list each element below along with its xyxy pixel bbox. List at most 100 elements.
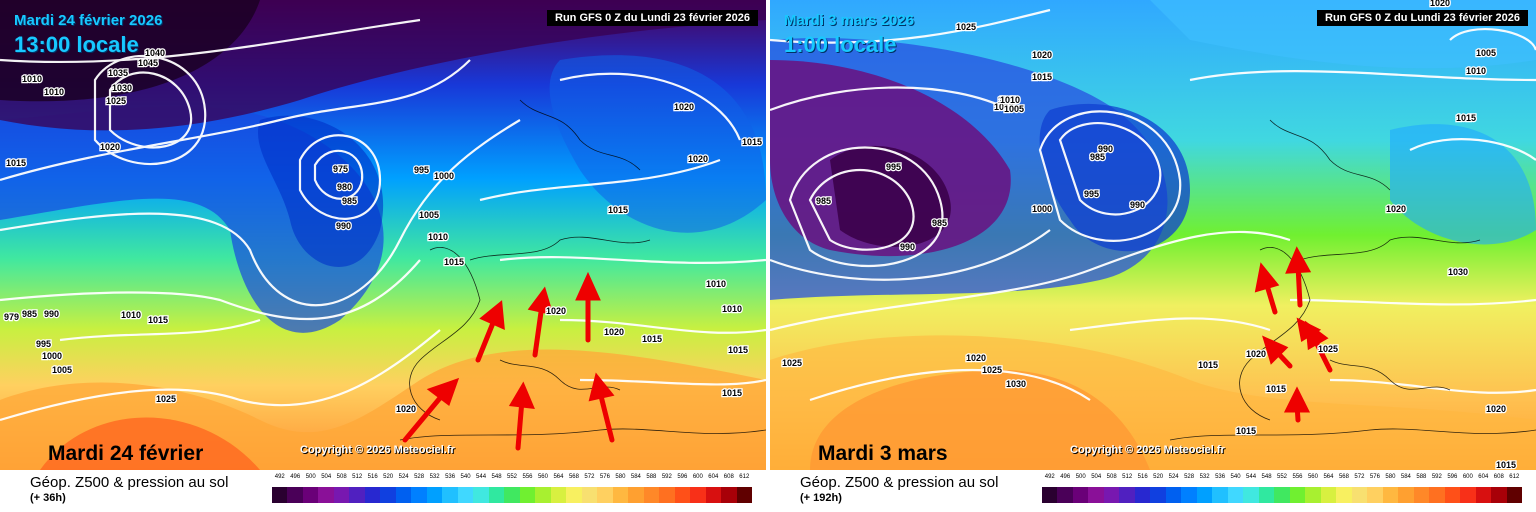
isobar-label: 990	[44, 309, 59, 319]
scale-swatch	[442, 487, 458, 503]
isobar-label: 1030	[112, 83, 132, 93]
scale-swatch	[457, 487, 474, 503]
scale-tick-label: 512	[1122, 474, 1133, 480]
isobar-label: 1020	[1430, 0, 1450, 8]
isobar-label: 1020	[1386, 204, 1406, 214]
valid-time: 1:00 locale	[784, 32, 897, 57]
scale-swatch	[1444, 487, 1461, 503]
scale-tick-label: 540	[1230, 474, 1241, 480]
isobar-label: 1000	[42, 351, 62, 361]
scale-swatch	[597, 487, 613, 503]
scale-tick-label: 588	[646, 474, 657, 480]
scale-swatch	[1475, 487, 1492, 503]
scale-swatch	[612, 487, 629, 503]
scale-tick-label: 596	[1447, 474, 1458, 480]
scale-swatch	[1243, 487, 1259, 503]
scale-tick-label: 572	[584, 474, 595, 480]
scale-tick-label: 580	[615, 474, 626, 480]
scale-swatch	[318, 487, 334, 503]
scale-swatch	[488, 487, 505, 503]
scale-swatch	[690, 487, 706, 503]
isobar-label: 995	[414, 165, 429, 175]
isobar-label: 1010	[1466, 66, 1486, 76]
scale-tick-label: 612	[739, 474, 750, 480]
isobar-label: 1005	[52, 365, 72, 375]
copyright-notice: Copyright © 2026 Meteociel.fr	[300, 444, 455, 456]
scale-tick-label: 532	[1199, 474, 1210, 480]
scale-tick-label: 584	[630, 474, 641, 480]
scale-tick-label: 560	[537, 474, 548, 480]
isobar-label: 975	[333, 164, 348, 174]
isobar-label: 985	[816, 196, 831, 206]
scale-tick-label: 508	[336, 474, 347, 480]
scale-tick-label: 592	[661, 474, 672, 480]
scale-tick-label: 592	[1431, 474, 1442, 480]
scale-swatch	[380, 487, 396, 503]
scale-swatch	[1072, 487, 1089, 503]
scale-swatch	[1258, 487, 1275, 503]
isobar-label: 990	[900, 242, 915, 252]
scale-swatch	[1057, 487, 1073, 503]
scale-swatch	[1336, 487, 1352, 503]
color-scale: 492 496 500 504 508 512 516 520 524 528 532 536 540 5…	[1042, 474, 1523, 508]
isobar-label: 1020	[1032, 50, 1052, 60]
isobar-label: 1010	[722, 304, 742, 314]
scale-tick-label: 512	[352, 474, 363, 480]
scale-tick-label: 496	[290, 474, 301, 480]
model-run-label: Run GFS 0 Z du Lundi 23 février 2026	[547, 10, 758, 26]
isobar-label: 979	[4, 312, 19, 322]
scale-tick-label: 584	[1400, 474, 1411, 480]
forecast-day-title: Mardi 3 mars	[818, 442, 948, 465]
scale-tick-label: 604	[1478, 474, 1489, 480]
isobar-label: 1015	[1236, 426, 1256, 436]
isobar-label: 1030	[1006, 379, 1026, 389]
scale-swatch	[1460, 487, 1476, 503]
geopotential-map-right: 1025 1020 1015 1010 1005 995 985 985 990…	[770, 0, 1536, 470]
scale-swatch	[1042, 487, 1058, 503]
scale-swatch	[1227, 487, 1244, 503]
scale-tick-label: 508	[1106, 474, 1117, 480]
scale-swatch	[736, 487, 753, 503]
isobar-label: 1030	[1448, 267, 1468, 277]
scale-swatch	[1196, 487, 1213, 503]
geopotential-map-left: 1010 1010 1015 1045 1040 1035 1030 1025 …	[0, 0, 766, 470]
isobar-label: 1020	[100, 142, 120, 152]
scale-swatch	[1382, 487, 1399, 503]
scale-swatch	[721, 487, 737, 503]
isobar-label: 1015	[722, 388, 742, 398]
scale-swatch	[1119, 487, 1135, 503]
scale-swatch	[581, 487, 598, 503]
scale-swatch	[504, 487, 520, 503]
isobar-label: 1005	[1476, 48, 1496, 58]
scale-tick-label: 492	[1044, 474, 1055, 480]
isobar-label: 990	[336, 221, 351, 231]
scale-tick-label: 600	[692, 474, 703, 480]
scale-tick-label: 588	[1416, 474, 1427, 480]
isobar-label: 1015	[742, 137, 762, 147]
scale-swatch	[659, 487, 675, 503]
valid-date: Mardi 3 mars 2026	[784, 12, 915, 29]
scale-swatch	[1413, 487, 1430, 503]
scale-tick-label: 552	[507, 474, 518, 480]
copyright-notice: Copyright © 2026 Meteociel.fr	[1070, 444, 1225, 456]
scale-tick-label: 596	[677, 474, 688, 480]
isobar-label: 1010	[706, 279, 726, 289]
scale-tick-label: 520	[1153, 474, 1164, 480]
valid-date: Mardi 24 février 2026	[14, 12, 163, 29]
scale-swatch	[550, 487, 567, 503]
scale-tick-label: 524	[1168, 474, 1179, 480]
map-panel-right: 1025 1020 1015 1010 1005 995 985 985 990…	[770, 0, 1536, 512]
scale-swatch	[1088, 487, 1104, 503]
scale-tick-label: 536	[445, 474, 456, 480]
field-title: Géop. Z500 & pression au sol	[800, 474, 999, 491]
isobar-label: 1015	[728, 345, 748, 355]
scale-tick-label: 608	[723, 474, 734, 480]
scale-tick-label: 608	[1493, 474, 1504, 480]
scale-swatch	[473, 487, 489, 503]
scale-swatch	[535, 487, 551, 503]
scale-tick-label: 580	[1385, 474, 1396, 480]
isobar-label: 1015	[608, 205, 628, 215]
isobar-label: 1010	[22, 74, 42, 84]
isobar-label: 990	[1098, 144, 1113, 154]
scale-tick-label: 516	[367, 474, 378, 480]
